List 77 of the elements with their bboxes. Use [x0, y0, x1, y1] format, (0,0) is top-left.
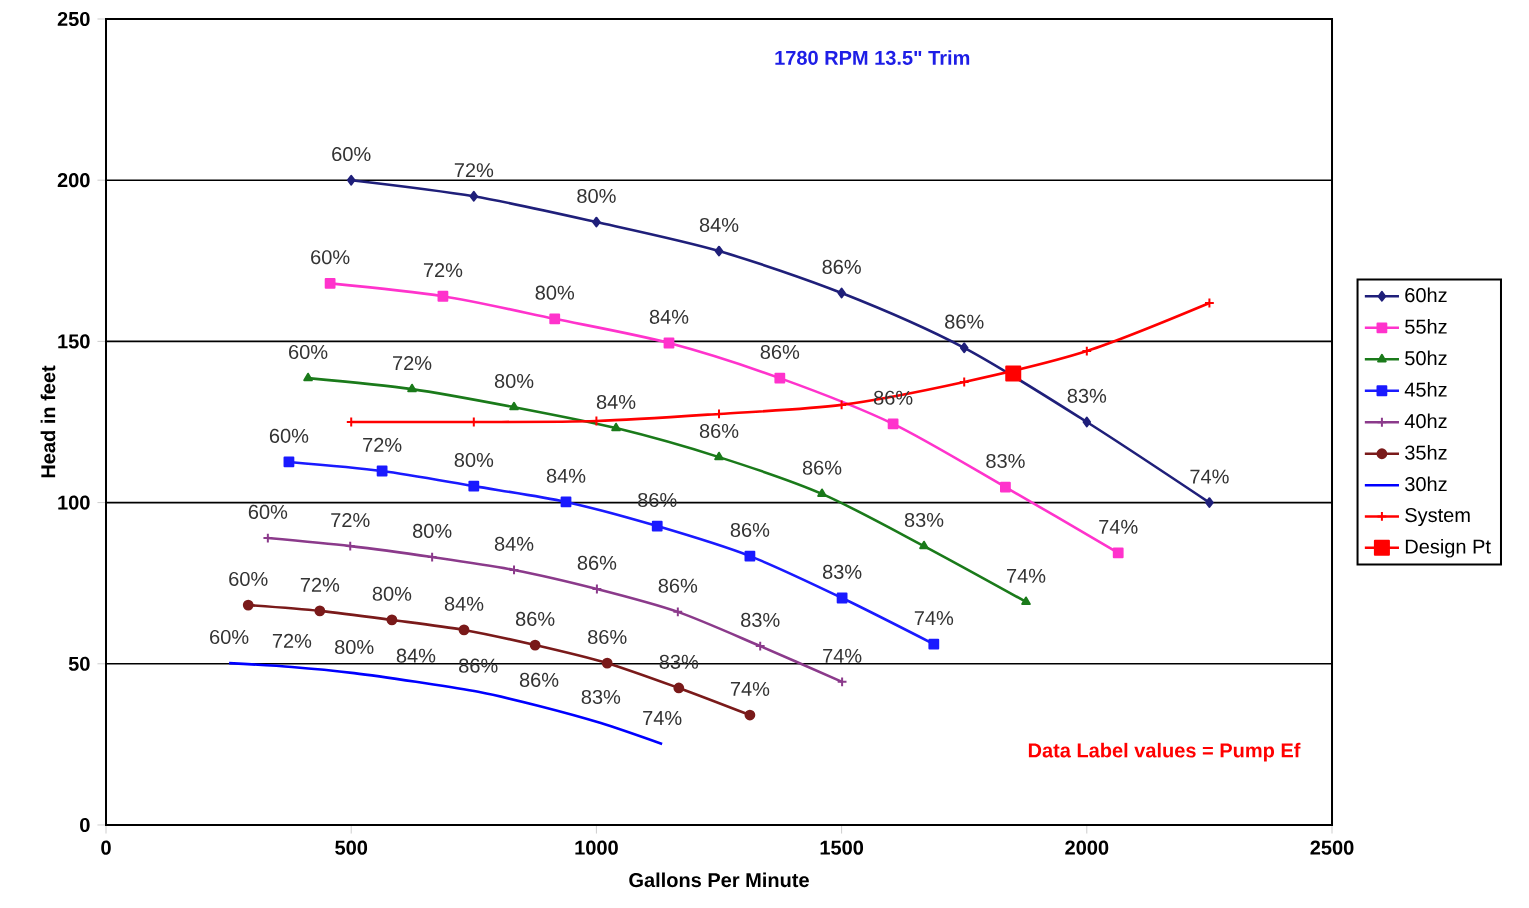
x-tick-label: 2000: [1065, 840, 1109, 855]
annotation: 86%: [730, 522, 770, 538]
legend-label: 55hz: [1405, 319, 1447, 334]
annotation: 60%: [229, 571, 268, 587]
annotation: 83%: [581, 689, 621, 705]
annotation: 83%: [822, 564, 862, 579]
annotation: 60%: [332, 146, 371, 162]
annotation: 86%: [822, 259, 861, 274]
annotation: 72%: [331, 512, 370, 528]
annotation: 86%: [577, 555, 617, 570]
y-axis-title: Head in feet: [40, 365, 56, 478]
x-tick-label: 500: [335, 840, 368, 855]
y-tick-label: 250: [57, 11, 90, 27]
text: 1780 RPM 13.5" Trim: [775, 50, 970, 65]
annotation: 80%: [412, 523, 452, 538]
y-tick-label: 0: [80, 817, 90, 833]
annotation: 60%: [269, 428, 309, 443]
annotation: 72%: [393, 355, 432, 371]
annotation: 72%: [272, 633, 312, 648]
annotation: 84%: [444, 596, 484, 611]
y-tick-label: 100: [58, 495, 90, 510]
legend-label: Design Pt: [1405, 538, 1491, 558]
annotation: 60%: [289, 344, 328, 360]
x-tick-label: 2500: [1310, 840, 1354, 855]
annotation: 86%: [760, 344, 800, 360]
annotation: 84%: [494, 536, 534, 551]
annotation: 80%: [535, 285, 575, 300]
annotation: 72%: [363, 437, 402, 452]
annotation: 80%: [372, 586, 412, 601]
annotation: 72%: [300, 577, 340, 592]
annotation: 74%: [643, 710, 682, 726]
annotation: 74%: [823, 648, 862, 663]
annotation: Data Label values = Pump Ef: [1028, 742, 1301, 762]
annotation: 86%: [515, 611, 555, 627]
annotation: 84%: [699, 217, 739, 233]
annotation: 83%: [986, 453, 1025, 469]
x-tick-label: 0: [101, 840, 111, 855]
y-tick-label: 200: [57, 173, 90, 188]
legend-label: 30hz: [1405, 476, 1447, 492]
legend-label: 35hz: [1405, 445, 1447, 460]
legend-label: 40hz: [1404, 413, 1447, 429]
annotation: 83%: [904, 512, 944, 528]
annotation: 74%: [730, 681, 770, 696]
annotation: 86%: [519, 672, 559, 687]
y-tick-label: 50: [68, 656, 90, 671]
annotation: 60%: [210, 629, 249, 645]
x-tick-label: 1500: [820, 840, 864, 855]
annotation: 84%: [649, 309, 689, 324]
annotation: 83%: [741, 612, 780, 627]
annotation: 83%: [1067, 388, 1107, 403]
x-axis-title: Gallons Per Minute: [629, 872, 809, 888]
y-tick-label: 150: [58, 334, 90, 349]
annotation: 80%: [454, 452, 494, 468]
annotation: 84%: [596, 394, 636, 410]
annotation: 86%: [802, 460, 842, 475]
legend-label: 60hz: [1405, 287, 1447, 303]
annotation: 86%: [658, 578, 698, 593]
annotation: 72%: [454, 163, 494, 178]
annotation: 74%: [1190, 469, 1229, 484]
annotation: 86%: [699, 423, 739, 439]
annotation: 84%: [396, 648, 436, 663]
legend-label: 50hz: [1405, 350, 1447, 366]
annotation: 84%: [546, 468, 586, 483]
legend-label: System: [1405, 507, 1470, 527]
annotation: 86%: [945, 314, 984, 329]
annotation: 60%: [248, 504, 288, 519]
legend-label: 45hz: [1404, 382, 1447, 397]
annotation: 80%: [577, 188, 616, 204]
annotation: 74%: [1007, 568, 1046, 583]
x-tick-label: 1000: [575, 840, 618, 855]
annotation: 60%: [311, 250, 350, 265]
annotation: 80%: [494, 373, 534, 389]
annotation: 86%: [588, 629, 627, 645]
annotation: 74%: [1099, 519, 1138, 534]
annotation: 74%: [914, 611, 954, 626]
annotation: 72%: [423, 263, 463, 278]
annotation: 80%: [335, 639, 374, 655]
